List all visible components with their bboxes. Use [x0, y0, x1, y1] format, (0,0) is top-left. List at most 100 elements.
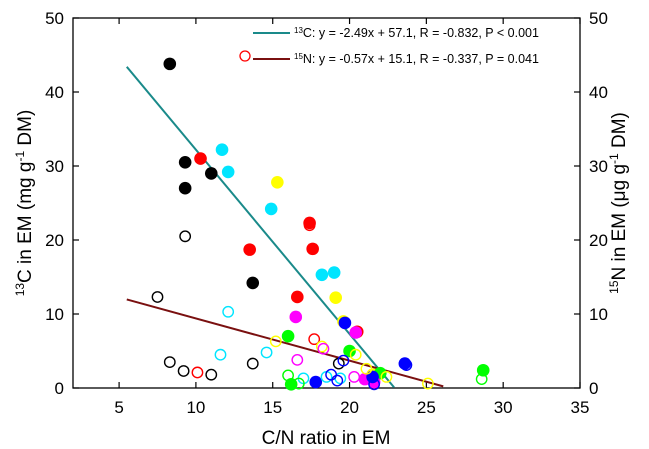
- regression-lines: [126, 66, 444, 389]
- data-point: [264, 202, 278, 216]
- y-tick-label-left: 40: [45, 83, 64, 102]
- data-point: [476, 363, 490, 377]
- data-point: [178, 156, 192, 169]
- data-point: [291, 290, 304, 304]
- y-right-text2: DM): [609, 112, 630, 153]
- data-point: [349, 348, 362, 361]
- y-tick-label-left: 10: [45, 305, 64, 324]
- data-point: [366, 370, 379, 384]
- data-point: [214, 348, 227, 361]
- data-point: [360, 362, 373, 375]
- data-point: [222, 305, 235, 318]
- data-point: [292, 377, 305, 390]
- data-point: [327, 266, 341, 279]
- y-left-text2: DM): [15, 110, 36, 151]
- x-tick-label: 5: [114, 398, 123, 417]
- y-tick-label-left: 50: [45, 9, 64, 28]
- data-point: [368, 378, 381, 391]
- data-point: [204, 167, 218, 180]
- y-right-sup2: -1: [607, 153, 621, 164]
- data-point: [246, 357, 259, 370]
- data-point: [398, 357, 412, 370]
- data-point: [221, 165, 235, 179]
- data-point: [343, 344, 356, 358]
- legend: 13C: y = -2.49x + 57.1, R = -0.832, P < …: [239, 26, 539, 67]
- y-left-sup: 13: [13, 283, 27, 297]
- data-point: [271, 175, 284, 189]
- data-point: [329, 291, 343, 305]
- y-tick-label-right: 20: [589, 231, 608, 250]
- x-tick-label: 20: [340, 398, 359, 417]
- data-point: [421, 377, 434, 390]
- data-point: [163, 57, 177, 71]
- legend-marker-15n: [239, 50, 251, 62]
- x-tick-label: 30: [494, 398, 513, 417]
- legend-sup-13c: 13: [294, 26, 303, 35]
- x-tick-label: 10: [186, 398, 205, 417]
- data-point: [309, 375, 323, 389]
- y-axis-label-left: 13C in EM (mg g-1 DM): [13, 110, 36, 297]
- data-point: [338, 316, 352, 330]
- data-point: [380, 370, 393, 383]
- data-point: [191, 366, 204, 379]
- y-tick-label-right: 30: [589, 157, 608, 176]
- legend-label-13c: C: y = -2.49x + 57.1, R = -0.832, P < 0.…: [303, 26, 539, 40]
- y-tick-label-right: 10: [589, 305, 608, 324]
- data-point: [315, 268, 329, 282]
- y-tick-label-right: 40: [589, 83, 608, 102]
- y-tick-label-left: 0: [55, 379, 64, 398]
- data-point: [306, 242, 319, 256]
- y-right-sup: 15: [607, 280, 621, 294]
- data-point: [151, 291, 164, 303]
- data-point: [215, 143, 229, 157]
- data-point: [315, 340, 328, 353]
- data-point: [349, 326, 362, 339]
- plot-frame: [72, 17, 581, 389]
- data-points: [151, 57, 490, 391]
- data-point: [337, 354, 350, 367]
- data-point: [194, 152, 207, 165]
- y-right-text: N in EM (μg g: [609, 164, 630, 281]
- y-tick-label-right: 50: [589, 9, 608, 28]
- data-point: [331, 374, 344, 387]
- data-point: [163, 356, 176, 368]
- y-tick-label-left: 20: [45, 231, 64, 250]
- data-point: [177, 365, 190, 377]
- legend-text-13c: 13C: y = -2.49x + 57.1, R = -0.832, P < …: [294, 26, 539, 41]
- y-tick-label-left: 30: [45, 157, 64, 176]
- y-axis-label-right: 15N in EM (μg g-1 DM): [607, 112, 630, 294]
- data-point: [325, 368, 338, 381]
- x-tick-label: 15: [263, 398, 282, 417]
- data-point: [205, 368, 218, 381]
- data-point: [246, 276, 260, 290]
- fit-line-13C: [126, 66, 395, 389]
- data-point: [348, 370, 361, 383]
- data-point: [179, 230, 192, 243]
- data-point: [178, 181, 192, 195]
- data-point: [400, 359, 413, 371]
- data-point: [475, 373, 488, 386]
- data-point: [303, 216, 316, 230]
- data-point: [260, 346, 273, 359]
- data-point: [281, 329, 295, 343]
- x-axis-label: C/N ratio in EM: [262, 428, 391, 449]
- y-left-text: C in EM (mg g: [15, 162, 36, 283]
- data-point: [317, 342, 330, 355]
- legend-sup-15n: 15: [294, 52, 303, 61]
- y-tick-label-right: 0: [589, 379, 598, 398]
- data-point: [289, 310, 303, 324]
- legend-label-15n: N: y = -0.57x + 15.1, R = -0.337, P = 0.…: [303, 52, 539, 66]
- data-point: [308, 333, 321, 346]
- legend-text-15n: 15N: y = -0.57x + 15.1, R = -0.337, P = …: [294, 52, 539, 67]
- data-point: [243, 243, 256, 256]
- data-point: [303, 219, 316, 232]
- data-point: [269, 335, 282, 348]
- data-point: [291, 353, 304, 366]
- data-point: [282, 369, 294, 382]
- x-tick-label: 25: [417, 398, 436, 417]
- x-tick-label: 35: [571, 398, 590, 417]
- fit-line-15N: [126, 298, 444, 388]
- y-left-sup2: -1: [13, 151, 27, 162]
